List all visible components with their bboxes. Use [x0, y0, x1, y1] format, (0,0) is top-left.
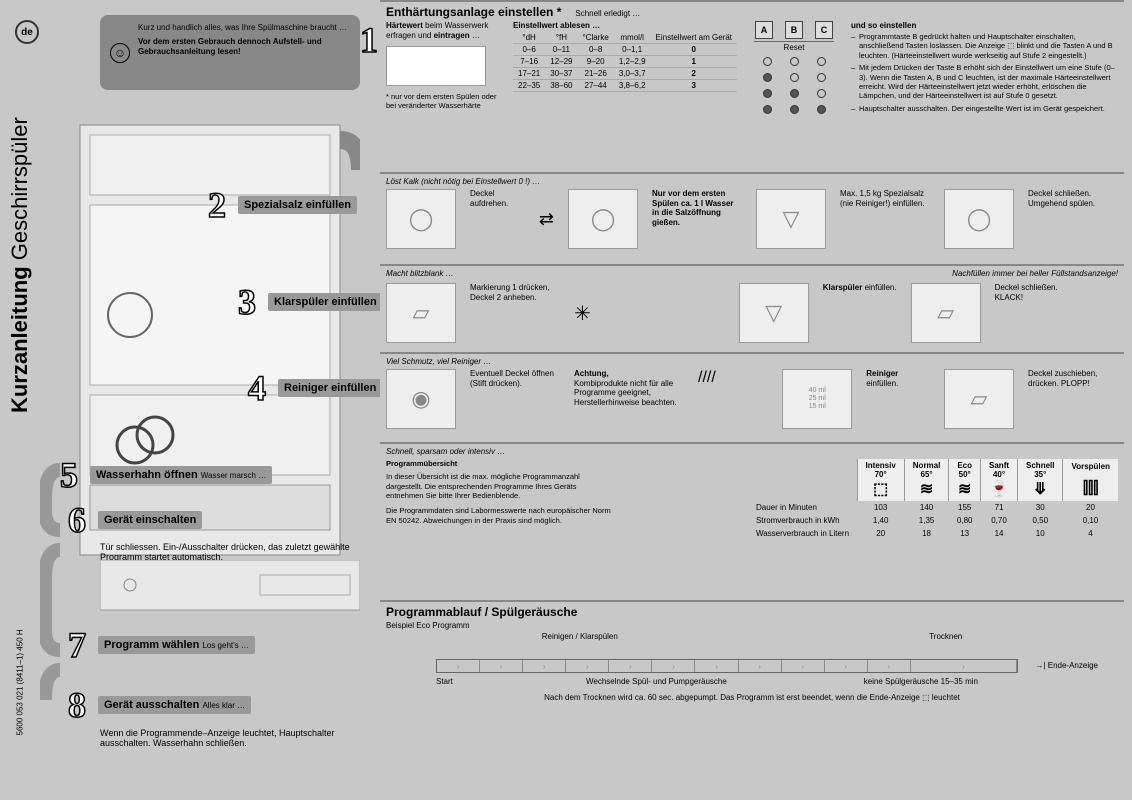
document-number: 5600 053 021 (8411–1) 450 H	[16, 629, 25, 735]
section-3-rinse: Macht blitzblank …Nachfüllen immer bei h…	[380, 264, 1124, 352]
step-3: 3Klarspüler einfüllen	[230, 282, 383, 322]
illustration: ◯	[944, 189, 1014, 249]
illustration: ◯	[568, 189, 638, 249]
smiley-icon: ☺	[110, 43, 130, 63]
intro-box: ☺ Kurz und handlich alles, was Ihre Spül…	[100, 15, 360, 90]
control-panel-illustration	[100, 560, 360, 615]
section-program-sequence: Programmablauf / Spülgeräusche Beispiel …	[380, 600, 1124, 695]
illustration: ▽	[739, 283, 809, 343]
section-1-hardness: Enthärtungsanlage einstellen *Schnell er…	[380, 0, 1124, 172]
section-2-salt: Löst Kalk (nicht nötig bei Einstellwert …	[380, 172, 1124, 264]
section-6-programs: Schnell, sparsam oder intensiv … Program…	[380, 442, 1124, 600]
illustration: ▱	[944, 369, 1014, 429]
step-2: 2Spezialsalz einfüllen	[200, 185, 357, 225]
hardness-table: °dH°fH°Clarkemmol/lEinstellwert am Gerät…	[513, 32, 737, 92]
swap-icon: ⇄	[539, 209, 554, 230]
document-title: Kurzanleitung Geschirrspüler	[7, 117, 33, 413]
step-6-note: Tür schliessen. Ein-/Ausschalter drücken…	[100, 542, 360, 562]
language-badge: de	[15, 20, 39, 44]
step-connector	[40, 450, 100, 750]
illustration: 40 ml 25 ml 15 ml	[782, 369, 852, 429]
program-table: Intensiv70°⬚Normal65°≋Eco50°≋Sanft40°🍷Sc…	[748, 459, 1118, 540]
illustration: ◯	[386, 189, 456, 249]
illustration: ▱	[386, 283, 456, 343]
sparkle-icon: ✳	[574, 301, 591, 326]
illustration: ▱	[911, 283, 981, 343]
step-8-note: Wenn die Programmende–Anzeige leuchtet, …	[100, 728, 350, 748]
section-4-detergent: Viel Schmutz, viel Reiniger … ◉Eventuell…	[380, 352, 1124, 442]
timeline: ›››››››››››› Start Wechselnde Spül- und …	[386, 649, 1118, 689]
hardness-input-box[interactable]	[386, 46, 486, 86]
illustration: ▽	[756, 189, 826, 249]
step-4: 4Reiniger einfüllen	[240, 368, 382, 408]
lines-icon: ////	[698, 369, 716, 387]
illustration: ◉	[386, 369, 456, 429]
